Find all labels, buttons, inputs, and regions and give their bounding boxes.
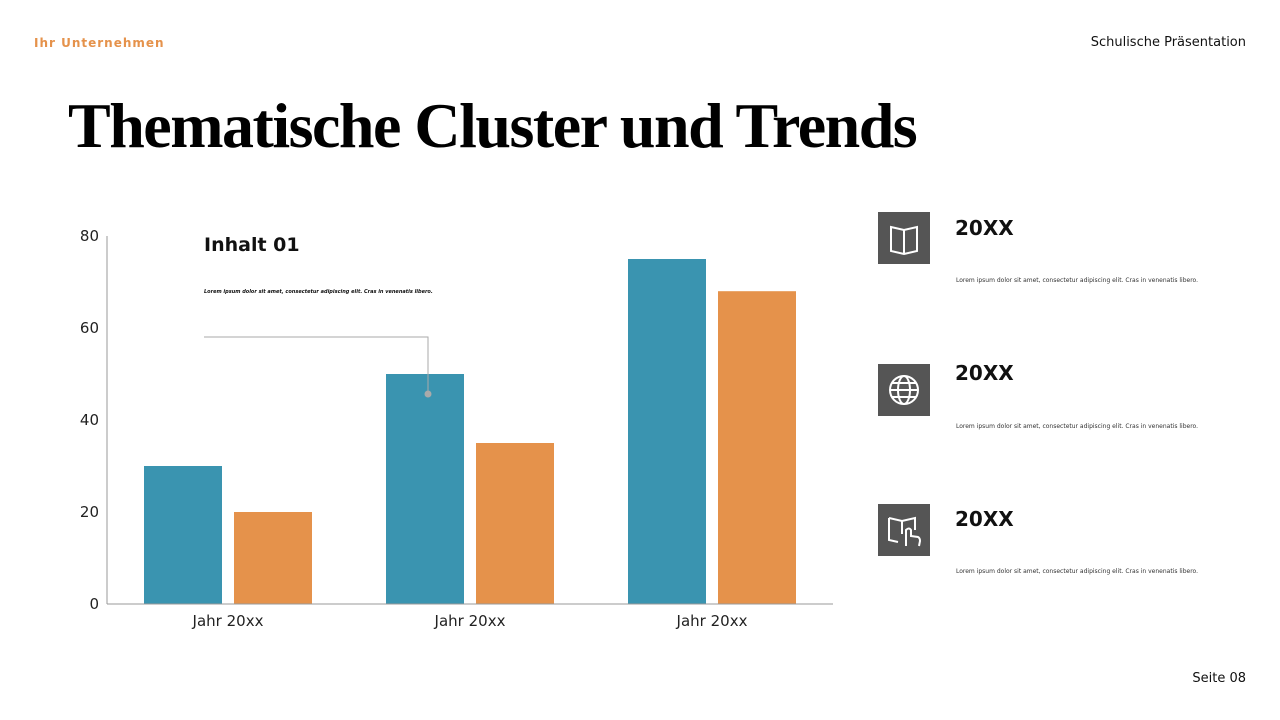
company: Ihr Unternehmen <box>34 36 165 50</box>
book-icon <box>890 225 918 256</box>
item-text: Lorem ipsum dolor sit amet, consectetur … <box>956 568 1198 575</box>
callout-dot <box>424 390 432 398</box>
callout-line <box>204 336 429 394</box>
x-tick-label: Jahr 20xx <box>676 612 748 630</box>
bar <box>628 259 706 604</box>
item-text: Lorem ipsum dolor sit amet, consectetur … <box>956 423 1198 430</box>
icon-bg <box>878 504 930 556</box>
item: 20XX Lorem ipsum dolor sit amet, consect… <box>878 504 1198 575</box>
y-tick-label: 60 <box>80 319 99 337</box>
x-tick-label: Jahr 20xx <box>192 612 264 630</box>
y-tick-label: 40 <box>80 411 99 429</box>
item-title: 20XX <box>955 507 1014 531</box>
item-title: 20XX <box>955 361 1014 385</box>
annotation-text: Lorem ipsum dolor sit amet, consectetur … <box>204 289 433 295</box>
globe-icon <box>889 375 919 405</box>
x-tick-label: Jahr 20xx <box>434 612 506 630</box>
y-tick-label: 20 <box>80 503 99 521</box>
bar <box>386 374 464 604</box>
y-tick-label: 80 <box>80 227 99 245</box>
y-tick-label: 0 <box>89 595 99 613</box>
slide-title: Thematische Cluster und Trends <box>68 90 917 161</box>
item: 20XX Lorem ipsum dolor sit amet, consect… <box>878 212 1198 284</box>
presentation-name: Schulische Präsentation <box>1091 35 1246 50</box>
item-text: Lorem ipsum dolor sit amet, consectetur … <box>956 277 1198 284</box>
bar <box>718 291 796 604</box>
bar <box>476 443 554 604</box>
annotation-title: Inhalt 01 <box>204 234 300 256</box>
item: 20XX Lorem ipsum dolor sit amet, consect… <box>878 361 1198 430</box>
item-title: 20XX <box>955 216 1014 240</box>
bar <box>234 512 312 604</box>
chart: 0 20 40 60 80 Jahr 20xx Jahr 20xx Jahr 20xx <box>80 227 833 630</box>
bar <box>144 466 222 604</box>
page-number: Seite 08 <box>1192 671 1246 686</box>
touch-book-icon <box>888 516 922 547</box>
